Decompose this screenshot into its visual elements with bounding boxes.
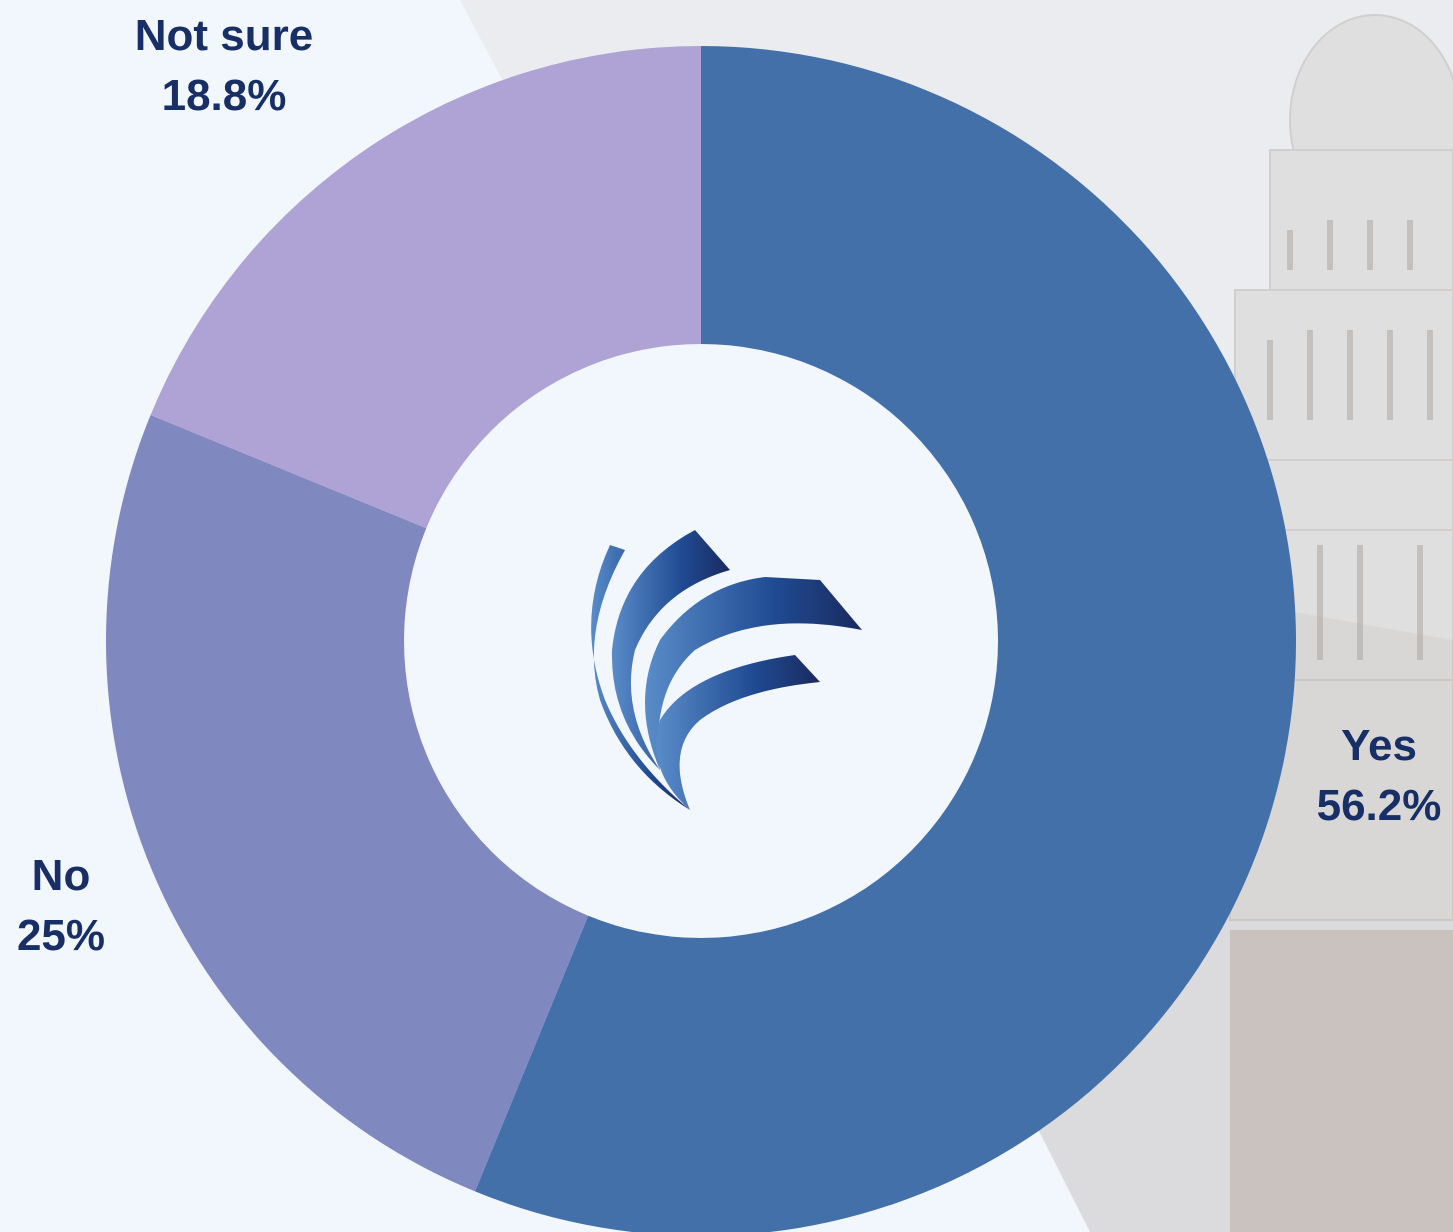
- slice-value-no: 25%: [16, 911, 106, 960]
- slice-label-not-sure: Not sure 18.8%: [134, 6, 314, 126]
- slice-value-yes: 56.2%: [1316, 781, 1442, 830]
- slice-name-no: No: [31, 851, 91, 900]
- slice-name-not-sure: Not sure: [134, 11, 314, 60]
- slice-name-yes: Yes: [1341, 721, 1417, 770]
- slice-label-yes: Yes 56.2%: [1305, 716, 1453, 836]
- slice-label-no: No 25%: [0, 846, 122, 966]
- slice-value-not-sure: 18.8%: [161, 71, 287, 120]
- swoosh-logo-icon: [591, 530, 862, 810]
